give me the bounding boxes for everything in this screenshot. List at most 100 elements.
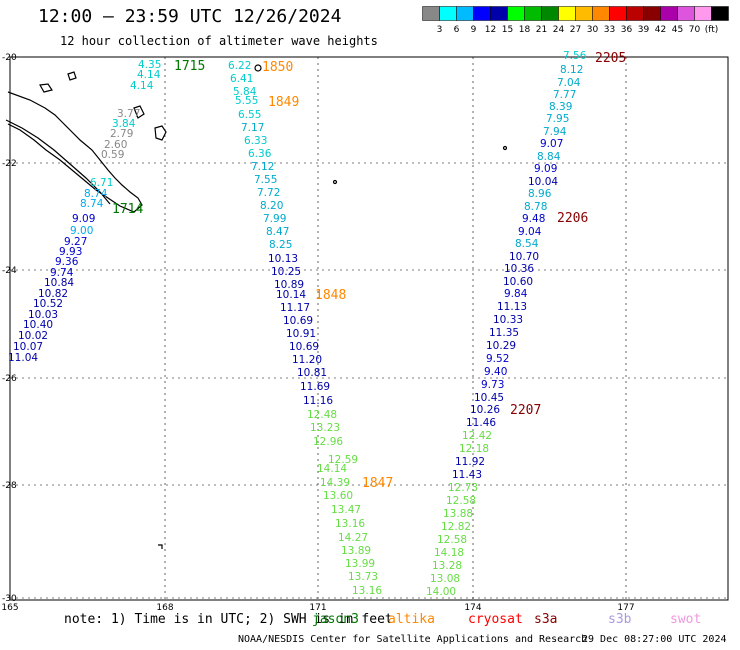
wave-height-label: 9.84 (504, 288, 528, 300)
colorbar-label: 70 (689, 25, 701, 34)
wave-height-label: 6.36 (248, 148, 272, 160)
wave-height-label: 10.29 (486, 340, 516, 352)
wave-height-label: 6.22 (228, 60, 251, 72)
wave-height-label: 5.55 (235, 95, 258, 107)
wave-height-label: 8.96 (528, 188, 552, 200)
wave-height-label: 13.73 (348, 571, 378, 583)
wave-height-colorbar: 3 6 9 12 15 18 21 24 27 30 33 36 39 42 45 70 (ft) (422, 6, 729, 34)
lat-lon-grid: 165 168 171 174 177 -20 -22 -24 -26 -28 -30 (1, 53, 729, 610)
wave-height-label: 11.16 (303, 395, 333, 407)
coastline-loyalty-1 (154, 125, 167, 141)
lat-tick-label: -26 (2, 374, 17, 384)
coastline-north-reef (39, 83, 53, 93)
lat-tick-label: -20 (2, 53, 17, 63)
colorbar-label: 3 (437, 25, 443, 34)
lat-tick-label: -28 (2, 481, 17, 491)
wave-height-label: 11.17 (280, 302, 310, 314)
wave-height-label: 6.55 (238, 109, 261, 121)
wave-height-label: 9.09 (534, 163, 557, 175)
coastline-new-caledonia (7, 91, 143, 213)
credit-line: NOAA/NESDIS Center for Satellite Applica… (238, 634, 588, 645)
wave-height-label: 11.35 (489, 327, 519, 339)
wave-height-label: 9.74 (50, 267, 74, 279)
wave-height-label: 8.39 (549, 101, 572, 113)
wave-height-label: 6.71 (90, 177, 113, 189)
colorbar-label: 9 (471, 25, 477, 34)
wave-height-label: 9.09 (72, 213, 95, 225)
wave-height-label: 10.03 (28, 309, 58, 321)
wave-height-label: 9.07 (540, 138, 563, 150)
wave-height-label: 12.58 (437, 534, 467, 546)
lat-tick-label: -30 (2, 594, 17, 604)
wave-height-label: 13.88 (443, 508, 473, 520)
islet-matthew (254, 64, 262, 72)
wave-height-label: 10.70 (509, 251, 539, 263)
wave-height-label: 13.08 (430, 573, 460, 585)
wave-height-label: 2.60 (104, 139, 127, 151)
wave-height-label: 10.26 (470, 404, 500, 416)
pass-time-label: 2205 (595, 51, 626, 66)
wave-height-label: 10.02 (18, 330, 48, 342)
wave-height-label: 10.04 (528, 176, 558, 188)
wave-height-label: 13.89 (341, 545, 371, 557)
islet-walpole (332, 179, 338, 185)
wave-height-label: 4.14 (130, 80, 154, 92)
pass-time-label: 2206 (557, 211, 588, 226)
wave-height-label: 8.12 (560, 64, 583, 76)
coastline (5, 64, 508, 549)
lon-tick-label: 168 (156, 603, 173, 610)
wave-height-label: 8.20 (260, 200, 283, 212)
satellite-legend-swot: swot (670, 612, 702, 627)
wave-height-label: 13.16 (335, 518, 365, 530)
wave-height-label: 10.13 (268, 253, 298, 265)
wave-height-label: 10.07 (13, 341, 43, 353)
wave-height-label: 10.91 (286, 328, 316, 340)
wave-height-label: 0.59 (101, 149, 124, 161)
pass-time-label: 1849 (268, 95, 299, 110)
colorbar-label: 18 (519, 25, 531, 34)
wave-height-label: 3.84 (112, 118, 136, 130)
lon-tick-label: 174 (464, 603, 481, 610)
wave-height-label: 9.36 (55, 256, 79, 268)
colorbar-label: 45 (672, 25, 683, 34)
wave-height-label: 12.82 (441, 521, 471, 533)
wave-height-label: 12.59 (328, 454, 358, 466)
wave-height-label: 7.72 (257, 187, 280, 199)
satellite-legend-cryosat: cryosat (468, 612, 523, 627)
colorbar-label: 6 (454, 25, 460, 34)
wave-height-label: 14.39 (320, 477, 350, 489)
colorbar-label: 12 (485, 25, 496, 34)
pass-time-label: 1848 (315, 288, 346, 303)
wave-height-label: 14.18 (434, 547, 464, 559)
wave-height-label: 11.69 (300, 381, 330, 393)
wave-height-label: 11.04 (8, 352, 38, 364)
wave-height-label: 12.73 (448, 482, 478, 494)
wave-height-label: 5.84 (233, 86, 257, 98)
pass-time-label: 1847 (362, 476, 393, 491)
wave-height-label: 4.35 (138, 59, 161, 71)
lon-tick-label: 165 (1, 603, 18, 610)
satellite-legend-jason3: jason3 (312, 612, 359, 627)
colorbar-label: 24 (553, 25, 565, 34)
wave-height-label: 4.14 (137, 69, 161, 81)
wave-height-label: 10.45 (474, 392, 504, 404)
wave-height-label: 10.14 (276, 289, 306, 301)
wave-height-label: 12.42 (462, 430, 492, 442)
wave-height-label: 10.89 (274, 279, 304, 291)
wave-height-label: 8.74 (84, 188, 108, 200)
wave-height-label: 10.36 (504, 263, 534, 275)
wave-height-label: 9.40 (484, 366, 507, 378)
wave-height-label: 7.95 (546, 113, 569, 125)
wave-height-label: 7.77 (553, 89, 576, 101)
footer-note: note: 1) Time is in UTC; 2) SWH is in fe… (64, 612, 393, 627)
colorbar-label: 15 (502, 25, 513, 34)
wave-height-label: 11.20 (292, 354, 322, 366)
wave-height-label: 8.74 (80, 198, 104, 210)
wave-height-label: 12.96 (313, 436, 343, 448)
wave-height-label: 10.40 (23, 319, 53, 331)
wave-height-label: 11.43 (452, 469, 482, 481)
coastline-loyalty-2 (133, 105, 145, 119)
lon-tick-label: 171 (309, 603, 326, 610)
chart-title: 12:00 — 23:59 UTC 12/26/2024 (38, 6, 342, 27)
wave-height-label: 10.84 (44, 277, 74, 289)
